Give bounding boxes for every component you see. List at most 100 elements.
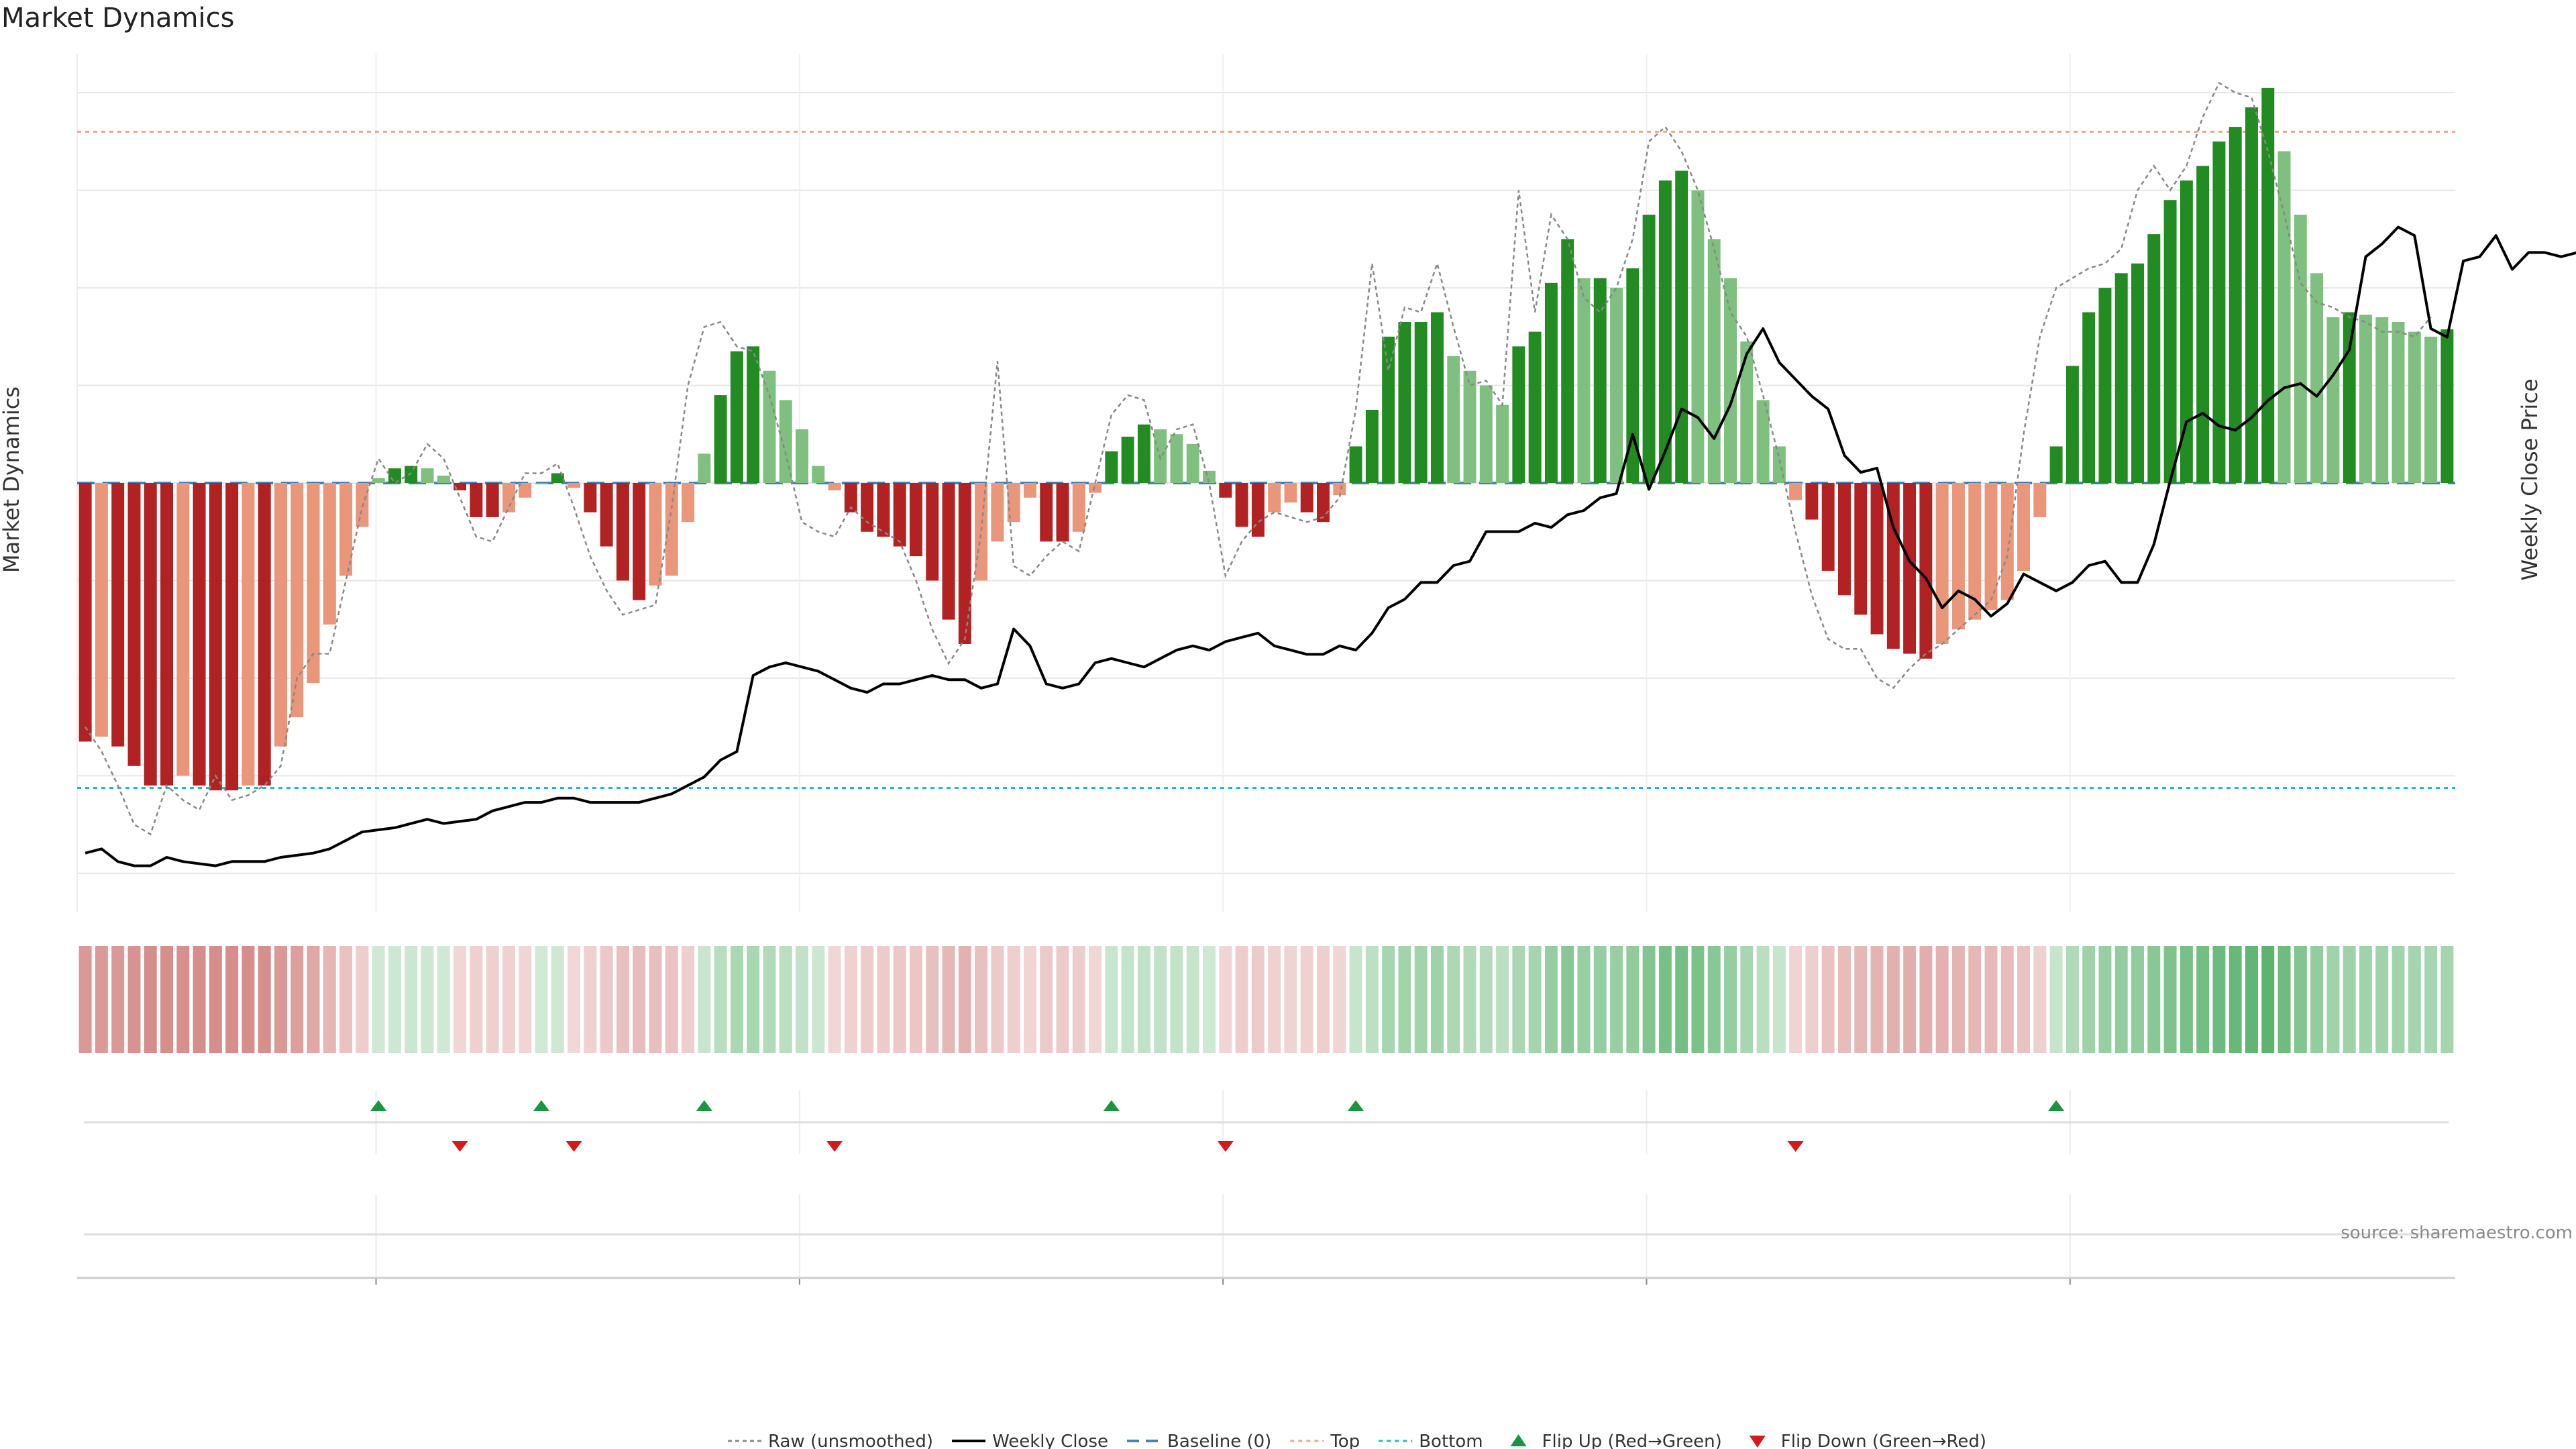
momentum-bar <box>942 483 955 620</box>
momentum-bar <box>176 483 190 776</box>
momentum-bar <box>1023 483 1036 498</box>
momentum-bar <box>486 483 499 517</box>
momentum-bar <box>307 483 320 684</box>
regime-cell <box>877 946 890 1053</box>
momentum-bar <box>1056 483 1069 542</box>
momentum-bar <box>1756 400 1770 483</box>
momentum-bar <box>2408 331 2421 483</box>
momentum-bar <box>1219 483 1232 498</box>
regime-cell <box>926 946 939 1053</box>
momentum-bar <box>1040 483 1053 542</box>
momentum-bar <box>877 483 890 537</box>
momentum-bar <box>844 483 857 513</box>
regime-cell <box>356 946 369 1053</box>
regime-cell <box>421 946 434 1053</box>
momentum-bar <box>2245 107 2258 483</box>
regime-cell <box>665 946 678 1053</box>
regime-cell <box>2196 946 2210 1053</box>
regime-cell <box>779 946 792 1053</box>
momentum-bar <box>763 370 776 483</box>
momentum-bar <box>2131 263 2144 483</box>
momentum-bar <box>2277 151 2291 484</box>
regime-cell <box>1789 946 1803 1053</box>
regime-cell <box>1414 946 1428 1053</box>
regime-cell <box>942 946 955 1053</box>
regime-cell <box>1007 946 1020 1053</box>
legend-label: Flip Down (Green→Red) <box>1781 1432 1986 1449</box>
regime-cell <box>1496 946 1509 1053</box>
regime-cell <box>698 946 711 1053</box>
momentum-bar <box>1935 483 1949 644</box>
regime-cell <box>323 946 336 1053</box>
regime-cell <box>1040 946 1053 1053</box>
momentum-bar <box>1463 370 1477 483</box>
regime-cell <box>1317 946 1330 1053</box>
momentum-bar <box>1593 278 1607 483</box>
regime-cell <box>958 946 971 1053</box>
regime-cell <box>1724 946 1737 1053</box>
legend-swatch-flip-down <box>1749 1436 1766 1448</box>
regime-cell <box>1886 946 1900 1053</box>
regime-cell <box>307 946 320 1053</box>
momentum-bar <box>616 483 629 581</box>
regime-cell <box>1740 946 1754 1053</box>
momentum-bar <box>926 483 939 581</box>
regime-cell <box>2131 946 2144 1053</box>
regime-cell <box>274 946 287 1053</box>
legend-swatch-flip-up <box>1510 1434 1527 1446</box>
regime-cell <box>2033 946 2047 1053</box>
regime-cell <box>160 946 174 1053</box>
legend-label: Baseline (0) <box>1167 1432 1271 1449</box>
flip-markers <box>84 1100 2449 1236</box>
momentum-bar <box>1561 239 1574 483</box>
momentum-bar <box>1740 341 1754 483</box>
flip-up-marker <box>1348 1100 1364 1111</box>
momentum-bar <box>323 483 336 625</box>
regime-cell <box>1968 946 1982 1053</box>
momentum-bar <box>372 478 385 483</box>
momentum-bar <box>714 395 727 483</box>
regime-cell <box>1203 946 1216 1053</box>
regime-cell <box>2017 946 2031 1053</box>
regime-cell <box>2065 946 2079 1053</box>
momentum-bar <box>1610 288 1623 483</box>
momentum-bars <box>78 87 2454 791</box>
flip-down-marker <box>451 1141 468 1152</box>
right-axis-label: Weekly Close Price <box>2517 378 2542 580</box>
regime-cell <box>828 946 841 1053</box>
momentum-bar <box>1268 483 1281 513</box>
regime-cell <box>2245 946 2258 1053</box>
regime-cell <box>812 946 825 1053</box>
regime-cell <box>241 946 255 1053</box>
regime-cell <box>1984 946 1998 1053</box>
regime-cell <box>1577 946 1591 1053</box>
momentum-bar <box>1544 282 1558 483</box>
momentum-bar <box>747 346 760 483</box>
momentum-bar <box>861 483 874 532</box>
momentum-bar <box>1430 312 1444 483</box>
regime-cell <box>1772 946 1786 1053</box>
momentum-bar <box>95 483 108 737</box>
momentum-bar <box>1691 190 1705 483</box>
regime-cell <box>2277 946 2291 1053</box>
regime-cell <box>1561 946 1574 1053</box>
regime-cell <box>1251 946 1265 1053</box>
momentum-bar <box>730 351 743 483</box>
momentum-bar <box>2375 317 2389 483</box>
momentum-bar <box>2196 166 2210 484</box>
momentum-bar <box>160 483 174 786</box>
regime-cell <box>1821 946 1835 1053</box>
momentum-bar <box>2440 329 2454 483</box>
regime-cell <box>763 946 776 1053</box>
vertical-gridlines <box>76 54 2071 1278</box>
regime-cell <box>2326 946 2340 1053</box>
regime-cell <box>2212 946 2226 1053</box>
regime-cell <box>1870 946 1884 1053</box>
regime-cell <box>209 946 222 1053</box>
momentum-bar <box>1365 409 1379 483</box>
momentum-bar <box>1512 346 1525 483</box>
momentum-bar <box>1675 170 1688 483</box>
momentum-bar <box>2098 288 2112 483</box>
regime-cell <box>2343 946 2356 1053</box>
